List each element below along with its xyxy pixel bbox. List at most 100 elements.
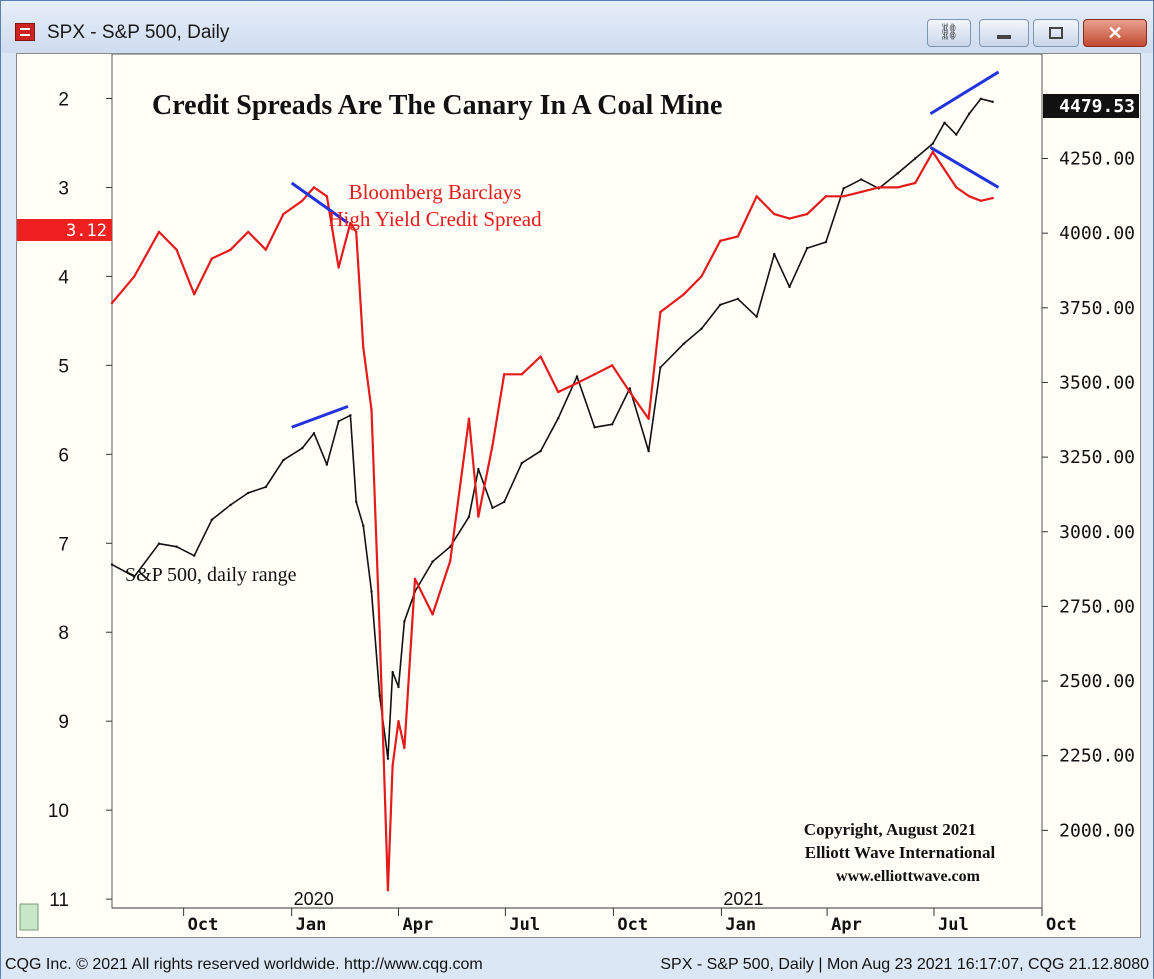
- spread-series-line-point: [647, 417, 650, 420]
- spread-series-line-point: [301, 199, 304, 202]
- spx-series-line-point: [403, 620, 406, 623]
- copyright-line-1: Copyright, August 2021: [804, 820, 976, 839]
- spx-series-line-point: [325, 463, 329, 466]
- x-year-label: 2020: [294, 889, 334, 909]
- spread-series-line-point: [967, 195, 971, 198]
- left-tick-label: 7: [58, 534, 69, 555]
- chart-app-icon[interactable]: [15, 23, 35, 41]
- link-button[interactable]: ⛓: [927, 19, 971, 47]
- left-tick-label: 6: [58, 445, 69, 466]
- chart-svg: 2 3 4 5 6 7 8 9 10 11 4250.00 4000.00 3750.00 3500.0…: [17, 54, 1139, 935]
- spx-series-line-point: [355, 500, 358, 504]
- spread-series-line-point: [593, 373, 596, 376]
- series-layer: [110, 97, 994, 892]
- link-icon: ⛓: [938, 24, 960, 41]
- spx-series-line-point: [192, 554, 196, 557]
- spx-series-line-point: [431, 560, 434, 563]
- spx-series-line-point: [557, 417, 560, 420]
- spx-series-line-point: [386, 757, 390, 760]
- spx-series-line-point: [593, 426, 596, 429]
- spread-series-line-point: [842, 195, 845, 198]
- spread-series-line-point: [477, 515, 480, 518]
- x-tick-label: Oct: [1046, 915, 1077, 935]
- spread-series-line-point: [491, 444, 494, 447]
- spx-series-line-point: [967, 112, 971, 115]
- right-tick-label: 2250.00: [1059, 746, 1135, 767]
- spread-series-line-point: [312, 186, 316, 189]
- spread-label-line-2: High Yield Credit Spread: [328, 207, 542, 231]
- trendline-layer: [290, 70, 1000, 429]
- spx-series-line-point: [979, 97, 983, 100]
- left-tick-label: 10: [48, 801, 69, 822]
- left-tick-label: 3: [58, 178, 69, 199]
- spx-series-line-point: [247, 491, 250, 495]
- spread-series-line-point: [859, 190, 863, 194]
- spread-series-line-point: [955, 186, 958, 189]
- right-tick-label: 2500.00: [1059, 671, 1135, 692]
- left-tick-label: 4: [58, 267, 69, 288]
- trendline-2: [291, 404, 349, 429]
- spread-series-line-point: [264, 248, 268, 251]
- close-button[interactable]: ✕: [1083, 19, 1147, 47]
- spx-series-line-point: [448, 545, 452, 548]
- left-axis: 2 3 4 5 6 7 8 9 10 11: [48, 89, 112, 911]
- x-tick-label: Jan: [296, 915, 327, 935]
- right-tick-label: 3500.00: [1059, 372, 1135, 393]
- spread-series-line-point: [755, 195, 758, 198]
- spread-series-line-point: [378, 631, 381, 634]
- spx-series-line-point: [157, 542, 161, 545]
- spx-series-line-point: [788, 285, 791, 289]
- left-tick-label: 9: [58, 712, 69, 733]
- spread-value-box: [17, 219, 112, 241]
- spx-series-line-point: [736, 297, 740, 301]
- spread-series-line-point: [896, 186, 899, 189]
- spx-series-line-point: [349, 414, 352, 417]
- maximize-button[interactable]: [1033, 19, 1079, 47]
- x-tick-label: Jul: [509, 915, 540, 935]
- spread-series-line-point: [403, 746, 406, 750]
- spread-series-line-point: [467, 417, 471, 420]
- spx-series-line-point: [264, 485, 268, 489]
- title-bar[interactable]: SPX - S&P 500, Daily ⛓ ✕: [1, 1, 1153, 53]
- spread-series-line-point: [386, 889, 390, 892]
- spx-label: S&P 500, daily range: [125, 564, 297, 586]
- spx-series-line-point: [647, 449, 650, 453]
- status-bar: CQG Inc. © 2021 All rights reserved worl…: [1, 953, 1153, 979]
- minimize-button[interactable]: [979, 19, 1029, 47]
- close-icon: ✕: [1107, 23, 1123, 43]
- spread-series-line-point: [611, 364, 614, 367]
- spread-series-line-point: [931, 150, 934, 154]
- spread-series-line-point: [659, 310, 662, 314]
- spx-series-line-point: [896, 172, 899, 175]
- spread-series-line-point: [991, 196, 994, 200]
- spread-series-line-point: [502, 373, 506, 376]
- corner-marker: [19, 903, 39, 931]
- x-tick-label: Apr: [403, 915, 434, 935]
- left-tick-label: 2: [58, 89, 69, 110]
- spx-series-line-point: [378, 694, 381, 698]
- trendline-3: [929, 146, 1000, 189]
- spread-series-line-point: [979, 199, 983, 202]
- spread-series-line-point: [943, 168, 946, 171]
- spread-series-line-point: [700, 275, 703, 278]
- trendline-4: [929, 70, 1000, 115]
- spread-series-line-point: [877, 186, 880, 189]
- spread-series-line-point: [349, 221, 352, 225]
- chart-area[interactable]: 2 3 4 5 6 7 8 9 10 11 4250.00 4000.00 3750.00 3500.0…: [16, 53, 1141, 938]
- spread-series-line-point: [736, 235, 740, 238]
- spx-series-line-point: [611, 423, 614, 426]
- spx-series-line-point: [805, 246, 809, 250]
- spread-series-line-point: [773, 212, 776, 216]
- right-tick-label: 2000.00: [1059, 820, 1135, 841]
- x-year-label: 2021: [723, 889, 763, 909]
- copyright-line-3: www.elliottwave.com: [836, 868, 981, 885]
- copyright-line-2: Elliott Wave International: [805, 843, 996, 862]
- spx-series-line-point: [312, 432, 316, 435]
- right-axis: 4250.00 4000.00 3750.00 3500.00 3250.00 3000.…: [1042, 149, 1135, 841]
- spread-series-line-point: [325, 195, 329, 198]
- spx-series-line-point: [370, 590, 373, 593]
- spread-series-line-point: [391, 764, 394, 767]
- spx-series-line-point: [682, 342, 686, 345]
- spread-label-line-1: Bloomberg Barclays: [349, 180, 522, 204]
